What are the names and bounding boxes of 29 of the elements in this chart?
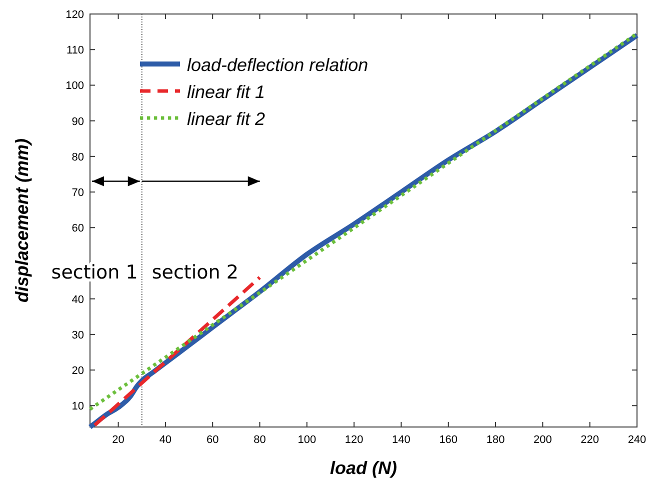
x-tick-label: 160 xyxy=(439,434,458,446)
x-tick-label: 40 xyxy=(159,434,172,446)
y-tick-label: 120 xyxy=(66,9,84,21)
y-tick-label: 90 xyxy=(72,116,84,128)
x-tick-label: 180 xyxy=(486,434,505,446)
x-tick-label: 100 xyxy=(298,434,316,446)
y-tick-label: 30 xyxy=(72,329,84,342)
y-tick-label: 60 xyxy=(72,222,84,235)
y-tick-label: 80 xyxy=(72,151,84,164)
y-tick-label: 100 xyxy=(66,80,84,92)
y-tick-label: 10 xyxy=(72,400,84,413)
x-tick-label: 80 xyxy=(254,434,266,446)
legend-label: load-deflection relation xyxy=(187,55,368,75)
x-tick-label: 120 xyxy=(344,434,364,446)
annotation: section 2 xyxy=(152,261,238,284)
y-tick-label: 40 xyxy=(72,294,84,306)
x-tick-label: 240 xyxy=(628,434,646,446)
x-tick-label: 200 xyxy=(534,434,552,446)
x-tick-label: 140 xyxy=(392,434,410,446)
legend-label: linear fit 2 xyxy=(187,109,266,129)
x-tick-label: 60 xyxy=(206,434,219,446)
y-tick-label: 20 xyxy=(72,365,84,378)
x-tick-label: 220 xyxy=(580,434,600,446)
y-tick-label: 70 xyxy=(72,187,84,200)
legend-label: linear fit 1 xyxy=(187,82,266,102)
y-axis-title: displacement (mm) xyxy=(12,138,32,303)
x-tick-label: 20 xyxy=(112,434,124,446)
x-axis-title: load (N) xyxy=(330,458,397,478)
y-tick-label: 110 xyxy=(66,44,84,57)
